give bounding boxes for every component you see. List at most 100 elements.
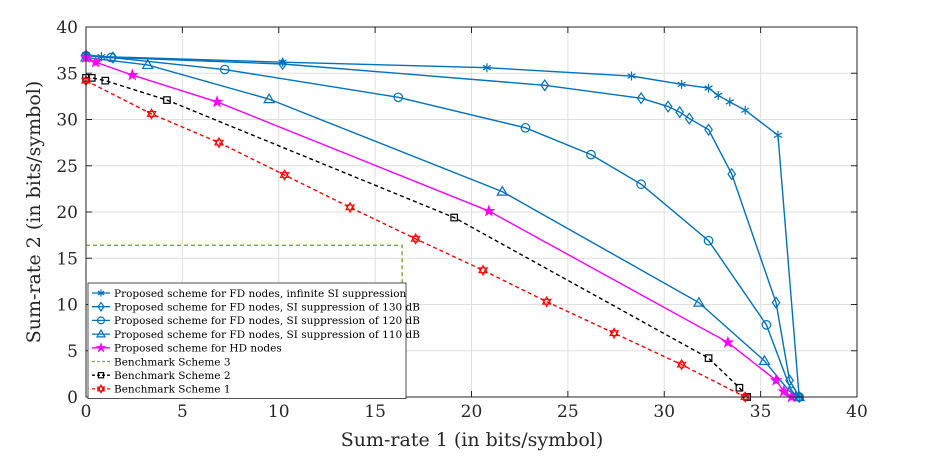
data-point bbox=[636, 91, 646, 105]
data-point bbox=[735, 383, 744, 392]
x-tick-label: 5 bbox=[177, 402, 188, 422]
x-axis-label: Sum-rate 1 (in bits/symbol) bbox=[341, 429, 604, 451]
series-line bbox=[85, 54, 800, 398]
y-tick-label: 35 bbox=[56, 64, 78, 84]
legend-label: Benchmark Scheme 1 bbox=[114, 384, 231, 396]
data-point bbox=[636, 179, 646, 190]
data-point bbox=[125, 68, 139, 81]
legend: Proposed scheme for FD nodes, infinite S… bbox=[87, 282, 420, 399]
legend-marker bbox=[95, 328, 107, 338]
series-line bbox=[86, 77, 748, 398]
data-point bbox=[785, 390, 798, 403]
legend-item: Proposed scheme for FD nodes, SI suppres… bbox=[92, 315, 420, 327]
y-axis-label: Sum-rate 2 (in bits/symbol) bbox=[23, 81, 45, 344]
series-7 bbox=[80, 74, 751, 403]
x-tick-label: 35 bbox=[750, 402, 772, 422]
legend-item: Proposed scheme for FD nodes, infinite S… bbox=[92, 288, 407, 300]
series-5 bbox=[86, 244, 403, 397]
x-tick-label: 0 bbox=[81, 402, 92, 422]
data-point bbox=[704, 354, 713, 362]
legend-marker bbox=[97, 301, 105, 312]
x-tick-label: 40 bbox=[846, 402, 868, 422]
data-point bbox=[106, 52, 116, 63]
data-point bbox=[773, 130, 783, 140]
data-point bbox=[684, 112, 694, 125]
data-point bbox=[761, 320, 772, 330]
data-point bbox=[793, 390, 806, 402]
y-tick-label: 5 bbox=[67, 342, 78, 362]
data-point bbox=[609, 327, 620, 340]
legend-item: Proposed scheme for FD nodes, SI suppres… bbox=[92, 329, 420, 341]
data-point bbox=[482, 204, 496, 217]
series-line bbox=[86, 244, 403, 397]
series-line bbox=[85, 54, 800, 398]
legend-marker bbox=[97, 372, 105, 379]
series-line bbox=[85, 54, 800, 398]
data-point bbox=[278, 57, 288, 71]
axes: 0 5 10 15 20 25 30 35 40 0 5 10 15 20 25 30 35 40 bbox=[56, 18, 867, 422]
legend-box bbox=[87, 282, 407, 399]
data-point bbox=[219, 64, 230, 75]
data-point bbox=[141, 58, 154, 70]
data-point bbox=[410, 232, 421, 245]
legend-marker bbox=[97, 289, 105, 297]
y-tick-label: 25 bbox=[56, 157, 78, 177]
legend-item: Proposed scheme for FD nodes, SI suppres… bbox=[92, 301, 420, 314]
x-tick-label: 15 bbox=[364, 402, 386, 422]
x-tick-label: 30 bbox=[653, 402, 675, 422]
y-tick-label: 0 bbox=[67, 388, 78, 408]
data-point bbox=[692, 296, 705, 307]
series-layer bbox=[79, 49, 806, 404]
legend-item: Benchmark Scheme 2 bbox=[92, 370, 231, 382]
data-point bbox=[675, 105, 685, 119]
y-tick-label: 40 bbox=[56, 18, 78, 38]
legend-label: Proposed scheme for FD nodes, SI suppres… bbox=[114, 302, 420, 314]
data-point bbox=[477, 264, 489, 277]
legend-marker bbox=[96, 383, 106, 394]
data-point bbox=[704, 123, 713, 136]
data-point bbox=[496, 185, 509, 196]
data-point bbox=[703, 235, 714, 246]
legend-item: Benchmark Scheme 3 bbox=[92, 356, 231, 368]
legend-label: Proposed scheme for FD nodes, SI suppres… bbox=[114, 329, 420, 341]
data-point bbox=[771, 296, 781, 309]
y-tick-label: 20 bbox=[56, 203, 78, 223]
series-line bbox=[85, 80, 746, 398]
legend-item: Proposed scheme for HD nodes bbox=[92, 342, 282, 355]
legend-marker bbox=[95, 342, 107, 353]
data-point bbox=[541, 295, 552, 308]
data-point bbox=[344, 201, 356, 214]
data-point bbox=[393, 92, 404, 103]
data-point bbox=[676, 358, 687, 371]
data-point bbox=[714, 90, 723, 100]
data-point bbox=[663, 100, 673, 113]
data-point bbox=[213, 136, 225, 149]
y-tick-label: 15 bbox=[56, 249, 78, 269]
legend-item: Benchmark Scheme 1 bbox=[92, 384, 231, 396]
data-point bbox=[727, 167, 737, 181]
legend-label: Proposed scheme for FD nodes, infinite S… bbox=[114, 288, 407, 300]
data-point bbox=[586, 149, 596, 160]
data-point bbox=[279, 169, 290, 181]
data-point bbox=[758, 354, 771, 366]
y-tick-label: 30 bbox=[56, 111, 78, 131]
data-point bbox=[101, 76, 110, 85]
data-point bbox=[210, 95, 224, 108]
data-point bbox=[777, 384, 791, 397]
data-point bbox=[450, 213, 459, 222]
legend-label: Benchmark Scheme 3 bbox=[114, 356, 231, 368]
data-point bbox=[146, 108, 157, 120]
y-tick-label: 10 bbox=[56, 296, 78, 316]
data-point bbox=[741, 105, 750, 115]
data-point bbox=[540, 78, 550, 92]
data-point bbox=[721, 335, 735, 348]
data-point bbox=[482, 63, 492, 73]
data-point bbox=[627, 71, 636, 81]
data-point bbox=[677, 79, 686, 89]
data-point bbox=[520, 122, 531, 133]
data-point bbox=[163, 96, 171, 104]
data-point bbox=[740, 391, 751, 403]
legend-label: Proposed scheme for HD nodes bbox=[114, 343, 282, 355]
series-line bbox=[85, 56, 800, 398]
